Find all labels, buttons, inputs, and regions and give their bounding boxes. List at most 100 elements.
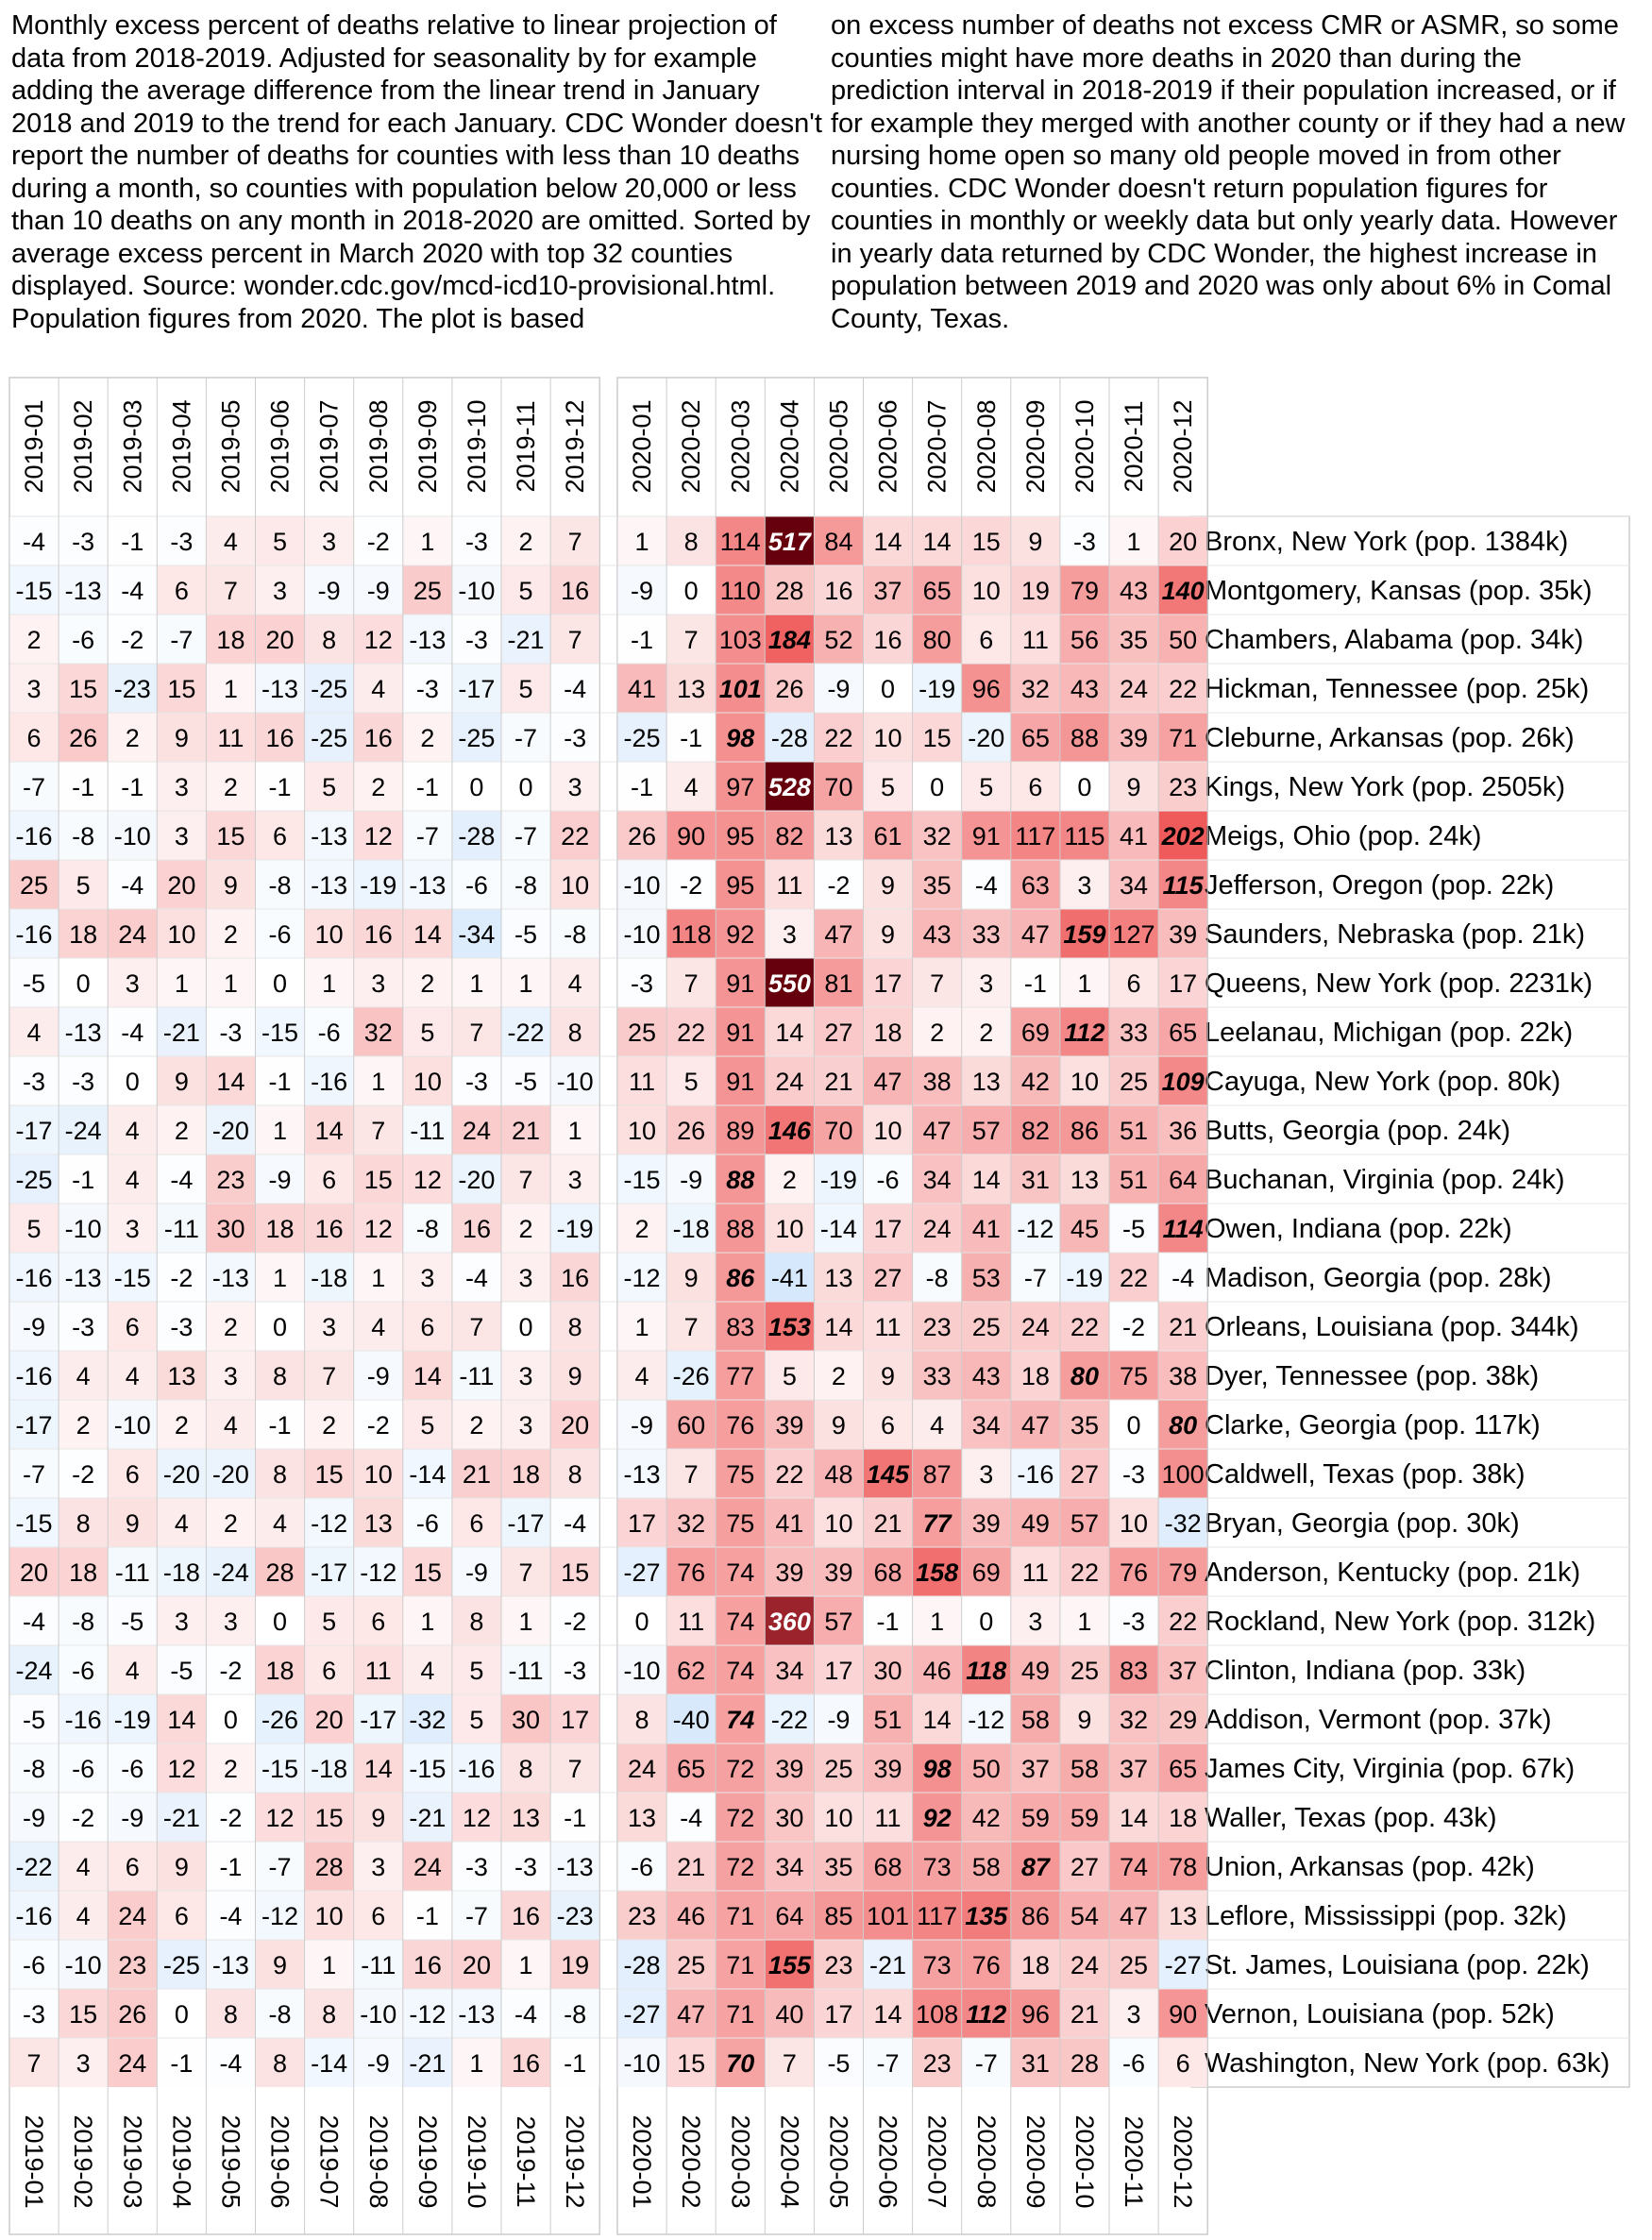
cell-value-label: 2 bbox=[175, 1117, 189, 1145]
cell-value-label: 0 bbox=[684, 577, 699, 605]
heat-cell bbox=[108, 1351, 158, 1400]
cell-value-label: -25 bbox=[458, 724, 495, 752]
cell-value-label: 550 bbox=[768, 969, 811, 998]
heat-cell bbox=[1059, 2038, 1109, 2087]
heat-cell bbox=[304, 664, 354, 713]
cell-value-label: 159 bbox=[1063, 920, 1105, 949]
cell-value-label: 88 bbox=[1070, 724, 1099, 752]
heat-cell bbox=[1158, 1204, 1208, 1253]
cell-value-label: 68 bbox=[874, 1558, 902, 1587]
heat-cell bbox=[716, 713, 766, 762]
cell-value-label: 0 bbox=[273, 1608, 287, 1636]
heat-cell bbox=[1109, 615, 1159, 664]
heat-cell bbox=[550, 1891, 600, 1940]
heat-cell bbox=[814, 1940, 864, 1989]
cell-value-label: -22 bbox=[508, 1019, 545, 1047]
cell-value-label: -13 bbox=[212, 1264, 249, 1292]
cell-value-label: 9 bbox=[881, 871, 895, 900]
heat-cell bbox=[1059, 1154, 1109, 1204]
heat-cell bbox=[765, 1940, 815, 1989]
heat-cell bbox=[550, 1007, 600, 1056]
cell-value-label: -1 bbox=[72, 773, 94, 801]
cell-value-label: 3 bbox=[519, 1264, 533, 1292]
cell-value-label: -3 bbox=[416, 675, 439, 703]
heat-cell bbox=[353, 1989, 403, 2038]
cell-value-label: 17 bbox=[824, 1657, 852, 1685]
heat-cell bbox=[157, 1645, 207, 1694]
cell-value-label: -7 bbox=[416, 822, 439, 851]
heat-cell bbox=[617, 2038, 667, 2087]
heat-cell bbox=[961, 1793, 1011, 1842]
cell-value-label: 18 bbox=[874, 1019, 902, 1047]
cell-value-label: -3 bbox=[170, 528, 193, 556]
heat-cell bbox=[402, 1302, 452, 1351]
cell-value-label: 74 bbox=[1120, 1853, 1148, 1881]
heat-cell bbox=[9, 958, 59, 1007]
cell-value-label: 24 bbox=[463, 1117, 491, 1145]
heat-cell bbox=[765, 1645, 815, 1694]
column-header-top: 2020-06 bbox=[874, 399, 902, 493]
cell-value-label: -15 bbox=[16, 1509, 53, 1538]
cell-value-label: 1 bbox=[469, 969, 483, 998]
heat-cell bbox=[451, 1793, 501, 1842]
cell-value-label: 34 bbox=[775, 1657, 803, 1685]
cell-value-label: 0 bbox=[469, 773, 483, 801]
heat-cell bbox=[716, 1204, 766, 1253]
heat-cell bbox=[863, 516, 913, 565]
heat-cell bbox=[157, 1891, 207, 1940]
column-header-bottom: 2019-01 bbox=[20, 2114, 48, 2208]
cell-value-label: 71 bbox=[1169, 724, 1197, 752]
heat-cell bbox=[9, 909, 59, 958]
heat-cell bbox=[550, 713, 600, 762]
heat-cell bbox=[1059, 615, 1109, 664]
cell-value-label: -11 bbox=[115, 1558, 150, 1587]
cell-value-label: 76 bbox=[726, 1411, 754, 1440]
heat-cell bbox=[765, 1694, 815, 1743]
cell-value-label: 38 bbox=[1169, 1362, 1197, 1390]
column-header-bottom: 2020-02 bbox=[677, 2114, 705, 2208]
heat-cell bbox=[550, 615, 600, 664]
cell-value-label: -3 bbox=[1073, 528, 1096, 556]
cell-value-label: 80 bbox=[1070, 1362, 1099, 1390]
cell-value-label: -6 bbox=[72, 1657, 94, 1685]
heat-cell bbox=[451, 1989, 501, 2038]
cell-value-label: 8 bbox=[568, 1460, 582, 1489]
cell-value-label: -1 bbox=[121, 773, 143, 801]
heat-cell bbox=[550, 762, 600, 811]
cell-value-label: 145 bbox=[867, 1460, 910, 1489]
cell-value-label: 9 bbox=[273, 1951, 287, 1979]
heat-cell bbox=[59, 1056, 109, 1105]
heat-cell bbox=[353, 1498, 403, 1547]
cell-value-label: -4 bbox=[23, 528, 45, 556]
heat-cell bbox=[1158, 1154, 1208, 1204]
cell-value-label: -19 bbox=[1066, 1264, 1103, 1292]
cell-value-label: -18 bbox=[163, 1558, 200, 1587]
heat-cell bbox=[108, 664, 158, 713]
row-label: Rockland, New York (pop. 312k) bbox=[1205, 1607, 1595, 1637]
heat-cell bbox=[9, 1842, 59, 1891]
cell-value-label: -7 bbox=[514, 724, 537, 752]
cell-value-label: 23 bbox=[628, 1902, 656, 1930]
cell-value-label: -2 bbox=[827, 871, 850, 900]
cell-value-label: 1 bbox=[273, 1264, 287, 1292]
cell-value-label: -34 bbox=[458, 920, 495, 949]
heat-cell bbox=[1059, 860, 1109, 909]
cell-value-label: 6 bbox=[273, 822, 287, 851]
heat-cell bbox=[9, 860, 59, 909]
cell-value-label: 24 bbox=[775, 1068, 803, 1096]
cell-value-label: -2 bbox=[680, 871, 702, 900]
heat-cell bbox=[9, 1302, 59, 1351]
column-header-bottom: 2020-05 bbox=[824, 2114, 852, 2208]
cell-value-label: 10 bbox=[628, 1117, 656, 1145]
heat-cell bbox=[206, 1351, 256, 1400]
cell-value-label: 22 bbox=[1070, 1558, 1099, 1587]
cell-value-label: -10 bbox=[624, 920, 661, 949]
cell-value-label: 127 bbox=[1113, 920, 1155, 949]
heat-cell bbox=[353, 1940, 403, 1989]
cell-value-label: -8 bbox=[514, 871, 537, 900]
heat-cell bbox=[550, 1940, 600, 1989]
heat-cell bbox=[304, 1154, 354, 1204]
cell-value-label: -8 bbox=[269, 2000, 292, 2029]
heat-cell bbox=[814, 1204, 864, 1253]
heat-cell bbox=[9, 664, 59, 713]
